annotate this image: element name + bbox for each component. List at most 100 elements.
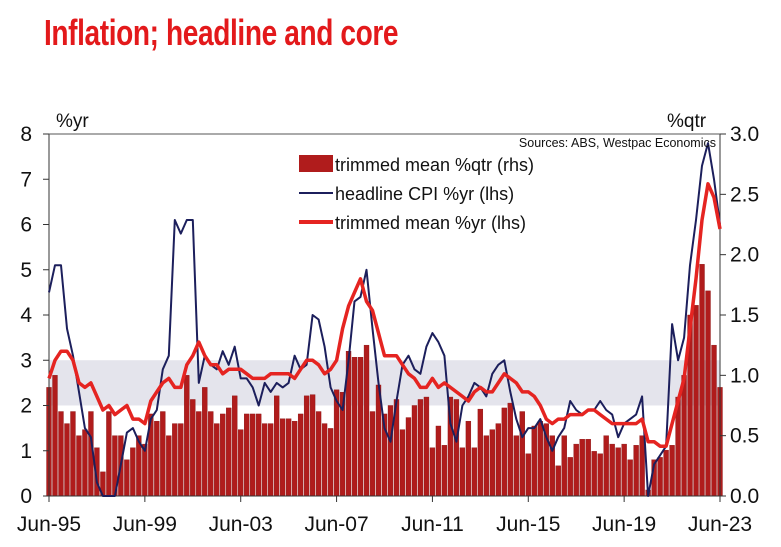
bar bbox=[693, 305, 699, 497]
bar bbox=[208, 411, 214, 497]
bar bbox=[459, 447, 466, 497]
bar bbox=[268, 423, 274, 497]
bar bbox=[699, 264, 705, 497]
bar bbox=[291, 420, 298, 497]
bar bbox=[58, 411, 64, 497]
bar bbox=[154, 420, 160, 497]
bar bbox=[160, 411, 166, 497]
left-tick-label: 5 bbox=[20, 259, 32, 282]
left-tick-label: 3 bbox=[20, 349, 32, 372]
bar bbox=[513, 435, 519, 497]
bar bbox=[238, 429, 244, 497]
bar bbox=[495, 423, 501, 497]
legend: trimmed mean %qtr (rhs) headline CPI %yr… bbox=[299, 155, 534, 233]
bar bbox=[561, 435, 567, 497]
right-tick-label: 2.0 bbox=[730, 244, 759, 267]
bar bbox=[166, 435, 172, 497]
bar bbox=[609, 443, 615, 497]
right-tick-label: 3.0 bbox=[730, 123, 759, 146]
bar bbox=[615, 447, 621, 497]
bar bbox=[190, 399, 196, 497]
bar bbox=[489, 429, 495, 497]
bar bbox=[483, 435, 490, 497]
bar bbox=[555, 465, 561, 497]
left-tick-label: 0 bbox=[20, 485, 32, 508]
bar bbox=[184, 375, 190, 497]
bar bbox=[369, 411, 376, 497]
x-tick-label: Jun-03 bbox=[209, 513, 273, 536]
axes: 0 1 2 3 4 5 6 7 8 0.0 0.5 1.0 1.5 2.0 2.5 3.0 Jun-95 Jun-… bbox=[17, 123, 759, 536]
bar bbox=[82, 429, 88, 497]
bar bbox=[585, 439, 591, 497]
x-tick-label: Jun-19 bbox=[592, 513, 656, 536]
bar bbox=[220, 413, 226, 497]
bar bbox=[172, 423, 178, 497]
bar bbox=[591, 451, 597, 497]
bar bbox=[399, 429, 406, 497]
legend-label-trimmed-yr: trimmed mean %yr (lhs) bbox=[335, 213, 526, 233]
legend-swatch-bars bbox=[299, 155, 333, 172]
bar bbox=[567, 457, 573, 497]
bar bbox=[633, 445, 639, 497]
bar bbox=[309, 394, 316, 497]
x-tick-label: Jun-15 bbox=[496, 513, 560, 536]
bar bbox=[435, 425, 442, 497]
x-tick-label: Jun-07 bbox=[304, 513, 368, 536]
bar bbox=[351, 357, 358, 497]
bar bbox=[711, 344, 717, 497]
chart-title: Inflation; headline and core bbox=[44, 12, 399, 53]
x-tick-label: Jun-11 bbox=[401, 513, 464, 536]
bar bbox=[477, 408, 484, 497]
bar bbox=[627, 459, 633, 497]
bar bbox=[274, 395, 280, 497]
bar bbox=[621, 443, 627, 497]
bar bbox=[315, 411, 322, 497]
left-tick-label: 1 bbox=[20, 440, 32, 463]
bar bbox=[321, 423, 328, 497]
bar bbox=[639, 435, 645, 497]
target-band bbox=[49, 360, 720, 406]
bar bbox=[441, 445, 448, 497]
left-tick-label: 8 bbox=[20, 123, 32, 146]
legend-label-headline: headline CPI %yr (lhs) bbox=[335, 184, 514, 204]
right-tick-label: 0.0 bbox=[730, 485, 759, 508]
bar bbox=[196, 411, 202, 497]
lines bbox=[47, 142, 722, 497]
bar bbox=[279, 418, 286, 497]
bar bbox=[262, 423, 268, 497]
bar bbox=[531, 425, 537, 497]
right-tick-label: 1.0 bbox=[730, 364, 759, 387]
bar bbox=[417, 399, 424, 497]
line-trimmed-mean-yr bbox=[47, 182, 722, 448]
bar bbox=[106, 411, 112, 497]
bar bbox=[303, 395, 310, 497]
bar bbox=[537, 420, 543, 497]
left-tick-label: 4 bbox=[20, 304, 32, 327]
bar bbox=[429, 447, 436, 497]
x-tick-label: Jun-99 bbox=[113, 513, 177, 536]
bar bbox=[657, 457, 663, 497]
x-tick-label: Jun-23 bbox=[688, 513, 752, 536]
bar bbox=[453, 399, 460, 497]
bar bbox=[471, 447, 478, 497]
bar bbox=[52, 375, 58, 497]
bar bbox=[250, 413, 256, 497]
right-tick-label: 2.5 bbox=[730, 183, 759, 206]
bar bbox=[327, 428, 334, 497]
bar bbox=[705, 290, 711, 497]
bar bbox=[178, 423, 184, 497]
right-axis-label: %qtr bbox=[667, 111, 707, 132]
bar bbox=[363, 344, 370, 497]
left-axis-label: %yr bbox=[56, 111, 89, 132]
bar bbox=[465, 420, 472, 497]
bar bbox=[579, 439, 585, 497]
source-note: Sources: ABS, Westpac Economics bbox=[519, 136, 716, 150]
left-tick-label: 2 bbox=[20, 395, 32, 418]
bar bbox=[519, 411, 525, 497]
bar bbox=[501, 407, 507, 497]
bar bbox=[130, 447, 136, 497]
bar bbox=[663, 449, 669, 497]
bar bbox=[603, 435, 609, 497]
bar bbox=[256, 413, 262, 497]
bar bbox=[423, 396, 430, 497]
